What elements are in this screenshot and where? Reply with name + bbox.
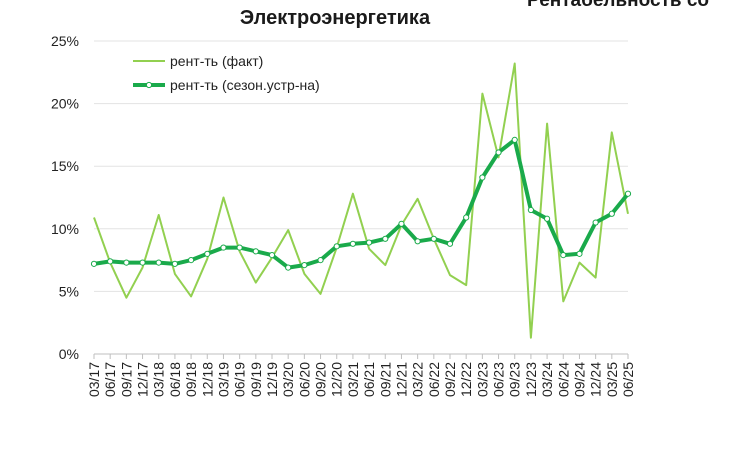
data-point-seasonal xyxy=(139,259,146,266)
x-tick-label: 06/23 xyxy=(491,362,507,397)
x-tick-label: 03/24 xyxy=(539,362,555,397)
data-point-seasonal xyxy=(479,174,486,181)
y-tick-label: 25% xyxy=(51,33,79,49)
x-tick-label: 03/22 xyxy=(410,362,426,397)
x-tick-label: 06/21 xyxy=(361,362,377,397)
data-point-seasonal xyxy=(220,244,227,251)
x-tick-label: 06/22 xyxy=(426,362,442,397)
x-tick-label: 03/17 xyxy=(86,362,102,397)
series-line-actual xyxy=(93,62,629,339)
data-point-seasonal xyxy=(268,251,276,259)
x-tick-label: 03/23 xyxy=(474,362,490,397)
data-point-seasonal xyxy=(155,259,162,266)
x-tick-label: 06/25 xyxy=(620,362,636,397)
data-point-seasonal xyxy=(90,260,98,267)
data-point-seasonal xyxy=(446,240,454,247)
series-line-seasonal xyxy=(93,137,630,270)
legend: рент-ть (факт) рент-ть (сезон.устр-на) xyxy=(133,53,320,93)
data-point-seasonal xyxy=(592,219,599,226)
x-tick-label: 09/24 xyxy=(571,362,587,397)
data-point-seasonal xyxy=(349,240,357,247)
x-tick-label: 12/19 xyxy=(264,362,280,397)
x-tick-label: 06/19 xyxy=(232,362,248,397)
x-axis-ticks: 03/17 06/17 09/17 12/17 03/18 06/18 09/18 12/18… xyxy=(86,354,636,397)
data-point-seasonal xyxy=(123,259,130,266)
x-tick-label: 12/24 xyxy=(588,362,604,397)
y-tick-label: 10% xyxy=(51,221,79,237)
y-tick-label: 5% xyxy=(59,283,79,299)
data-point-seasonal xyxy=(527,206,535,214)
x-tick-label: 06/20 xyxy=(296,362,312,397)
clipped-title: Рентабельность со xyxy=(527,0,709,11)
x-tick-label: 12/23 xyxy=(523,362,539,397)
data-point-seasonal xyxy=(171,260,179,267)
data-point-seasonal xyxy=(576,250,583,257)
data-point-seasonal xyxy=(301,262,308,269)
y-tick-label: 0% xyxy=(59,346,79,362)
x-tick-label: 06/18 xyxy=(167,362,183,397)
x-tick-label: 12/20 xyxy=(329,362,345,397)
data-point-seasonal xyxy=(624,190,632,197)
data-point-seasonal xyxy=(365,239,373,246)
data-point-seasonal xyxy=(543,215,551,222)
x-tick-label: 06/24 xyxy=(555,362,571,397)
x-tick-label: 12/17 xyxy=(135,362,151,397)
x-tick-label: 03/18 xyxy=(151,362,167,397)
x-tick-label: 09/23 xyxy=(507,362,523,397)
data-point-seasonal xyxy=(414,238,421,245)
legend-label-seasonal: рент-ть (сезон.устр-на) xyxy=(170,77,320,93)
data-point-seasonal xyxy=(285,264,292,271)
y-tick-label: 15% xyxy=(51,158,79,174)
x-tick-label: 03/21 xyxy=(345,362,361,397)
y-tick-label: 20% xyxy=(51,96,79,112)
data-point-seasonal xyxy=(463,214,470,221)
x-tick-label: 09/18 xyxy=(183,362,199,397)
data-point-seasonal xyxy=(236,244,243,251)
data-point-seasonal xyxy=(204,250,211,257)
x-tick-label: 09/20 xyxy=(313,362,329,397)
x-tick-label: 12/18 xyxy=(199,362,215,397)
data-point-seasonal xyxy=(187,257,195,264)
x-tick-label: 09/17 xyxy=(118,362,134,397)
data-point-seasonal xyxy=(107,258,114,265)
legend-label-actual: рент-ть (факт) xyxy=(170,53,263,69)
x-tick-label: 03/25 xyxy=(604,362,620,397)
x-tick-label: 12/21 xyxy=(393,362,409,397)
data-point-seasonal xyxy=(495,149,502,156)
x-tick-label: 03/19 xyxy=(215,362,231,397)
x-tick-label: 09/21 xyxy=(377,362,393,397)
data-point-seasonal xyxy=(333,243,340,250)
data-point-seasonal xyxy=(608,210,615,217)
x-tick-label: 06/17 xyxy=(102,362,118,397)
series-lines xyxy=(90,62,632,339)
x-tick-label: 09/19 xyxy=(248,362,264,397)
x-tick-label: 03/20 xyxy=(280,362,296,397)
data-point-seasonal xyxy=(511,136,518,144)
data-point-seasonal xyxy=(317,257,324,264)
data-point-seasonal xyxy=(560,251,567,259)
data-point-seasonal xyxy=(398,220,405,227)
x-tick-label: 09/22 xyxy=(442,362,458,397)
chart-title: Электроэнергетика xyxy=(240,7,431,29)
x-tick-label: 12/22 xyxy=(458,362,474,397)
legend-marker-seasonal xyxy=(145,81,153,89)
data-point-seasonal xyxy=(382,235,389,242)
data-point-seasonal xyxy=(430,235,437,242)
data-point-seasonal xyxy=(252,248,259,255)
y-axis-ticks: 0% 5% 10% 15% 20% 25% xyxy=(51,33,79,362)
